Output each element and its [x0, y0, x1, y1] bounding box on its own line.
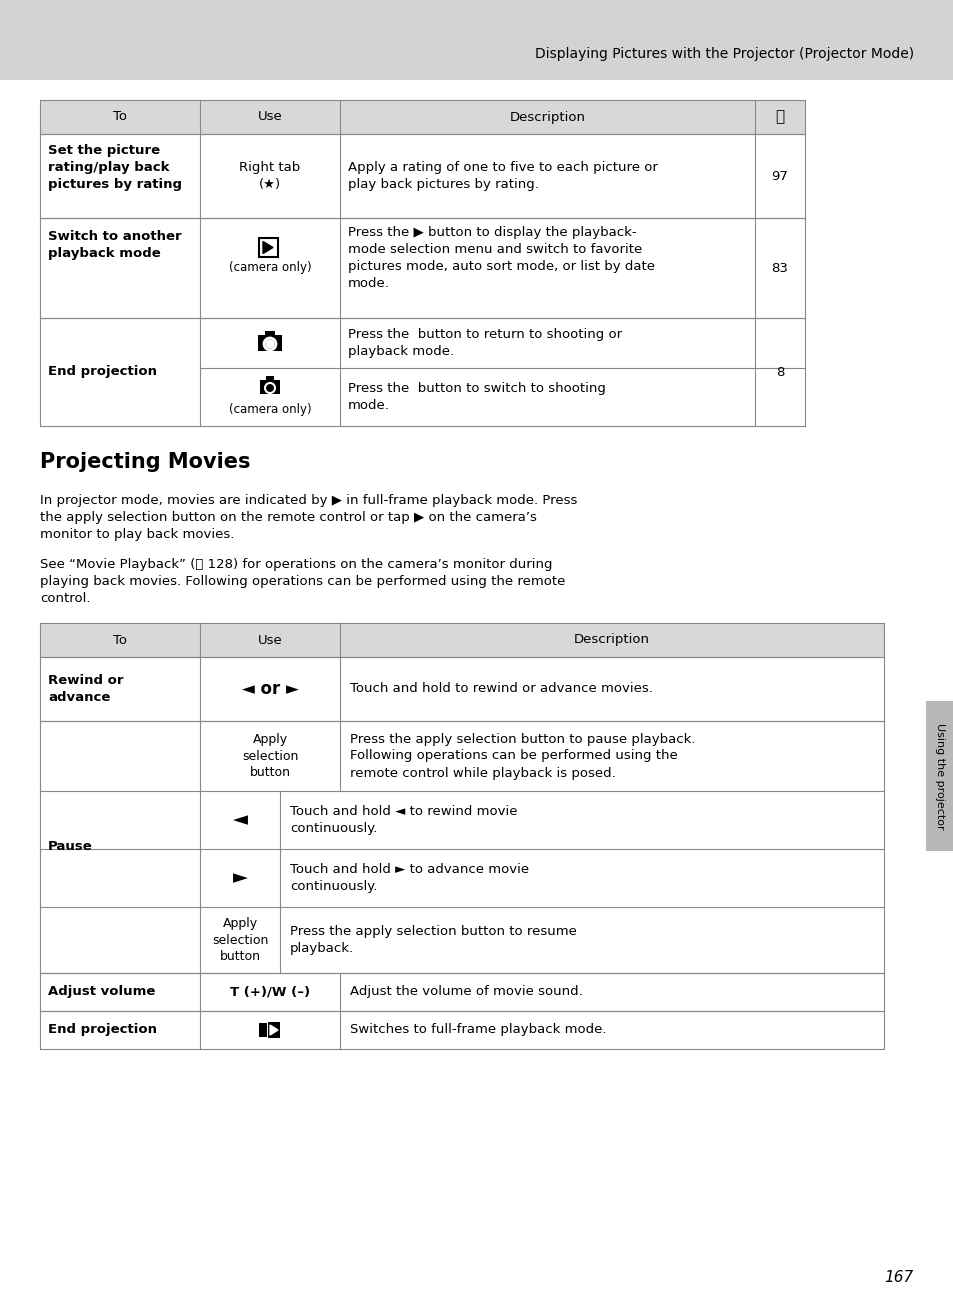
Bar [40, 849, 883, 907]
Text: Press the apply selection button to pause playback.
Following operations can be : Press the apply selection button to paus… [350, 732, 695, 779]
Text: Rewind or
advance: Rewind or advance [48, 674, 123, 704]
Text: ⧉: ⧉ [775, 109, 783, 125]
Text: 167: 167 [883, 1271, 913, 1285]
Text: Pause: Pause [48, 841, 92, 854]
Text: Switch to another
playback mode: Switch to another playback mode [48, 230, 181, 260]
Text: Using the projector: Using the projector [934, 723, 944, 829]
Text: Apply
selection
button: Apply selection button [241, 732, 298, 779]
Bar [258, 1024, 267, 1037]
Bar [257, 1022, 268, 1038]
Text: See “Movie Playback” (⧉ 128) for operations on the camera’s monitor during
playi: See “Movie Playback” (⧉ 128) for operati… [40, 558, 565, 604]
Text: 97: 97 [771, 170, 787, 183]
Text: Description: Description [509, 110, 585, 124]
Bar [40, 318, 804, 426]
Text: Right tab
(★): Right tab (★) [239, 162, 300, 191]
Text: Press the apply selection button to resume
playback.: Press the apply selection button to resu… [290, 925, 577, 955]
Text: Use: Use [257, 633, 282, 646]
Bar [257, 335, 282, 351]
Text: Press the ▶ button to display the playback-
mode selection menu and switch to fa: Press the ▶ button to display the playba… [348, 226, 655, 290]
Bar [40, 623, 883, 657]
Text: 8: 8 [775, 365, 783, 378]
Text: ◄: ◄ [233, 811, 247, 829]
Bar [258, 238, 277, 258]
Polygon shape [270, 1025, 277, 1035]
Text: Apply a rating of one to five to each picture or
play back pictures by rating.: Apply a rating of one to five to each pi… [348, 162, 658, 191]
Bar [0, 0, 953, 80]
Text: (camera only): (camera only) [229, 261, 311, 275]
Bar [40, 218, 804, 318]
Text: Touch and hold ◄ to rewind movie
continuously.: Touch and hold ◄ to rewind movie continu… [290, 805, 517, 834]
Bar [925, 700, 953, 851]
Bar [260, 380, 280, 394]
Text: Switches to full-frame playback mode.: Switches to full-frame playback mode. [350, 1024, 606, 1037]
Polygon shape [263, 242, 273, 254]
Bar [257, 1022, 280, 1038]
Text: Use: Use [257, 110, 282, 124]
Text: Adjust volume: Adjust volume [48, 986, 155, 999]
Text: Press the  button to switch to shooting
mode.: Press the button to switch to shooting m… [348, 382, 605, 413]
Text: Projecting Movies: Projecting Movies [40, 452, 251, 472]
Text: Press the  button to return to shooting or
playback mode.: Press the button to return to shooting o… [348, 328, 621, 357]
Text: End projection: End projection [48, 1024, 157, 1037]
Bar [40, 1010, 883, 1049]
Text: T (+)/W (–): T (+)/W (–) [230, 986, 310, 999]
Bar [40, 657, 883, 721]
Text: ►: ► [233, 869, 247, 887]
Text: Apply
selection
button: Apply selection button [212, 916, 268, 963]
Text: ◄ or ►: ◄ or ► [241, 681, 298, 698]
Text: Adjust the volume of movie sound.: Adjust the volume of movie sound. [350, 986, 582, 999]
Bar [40, 134, 804, 218]
Text: To: To [112, 633, 127, 646]
Bar [40, 972, 883, 1010]
Bar [40, 721, 883, 791]
Text: Displaying Pictures with the Projector (Projector Mode): Displaying Pictures with the Projector (… [535, 47, 913, 60]
Text: 83: 83 [771, 261, 787, 275]
Text: Touch and hold to rewind or advance movies.: Touch and hold to rewind or advance movi… [350, 682, 652, 695]
Bar [40, 907, 883, 972]
Text: To: To [112, 110, 127, 124]
Bar [40, 791, 883, 849]
Bar [266, 376, 274, 381]
Bar [265, 331, 274, 336]
Circle shape [266, 340, 274, 348]
Text: Touch and hold ► to advance movie
continuously.: Touch and hold ► to advance movie contin… [290, 863, 529, 894]
Text: End projection: End projection [48, 365, 157, 378]
Text: In projector mode, movies are indicated by ▶ in full-frame playback mode. Press
: In projector mode, movies are indicated … [40, 494, 577, 541]
Bar [40, 100, 804, 134]
Text: Set the picture
rating/play back
pictures by rating: Set the picture rating/play back picture… [48, 145, 182, 191]
Text: Description: Description [574, 633, 649, 646]
Text: (camera only): (camera only) [229, 403, 311, 417]
